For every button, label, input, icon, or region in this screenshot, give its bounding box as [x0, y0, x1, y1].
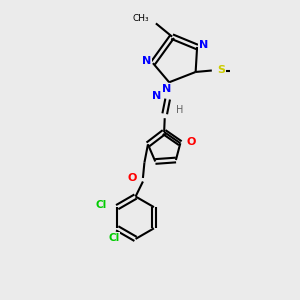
Text: Cl: Cl: [96, 200, 107, 210]
Text: CH₃: CH₃: [133, 14, 149, 22]
Text: O: O: [187, 137, 196, 147]
Text: Cl: Cl: [108, 233, 119, 243]
Text: O: O: [127, 173, 136, 183]
Text: N: N: [152, 91, 161, 101]
Text: N: N: [162, 84, 171, 94]
Text: H: H: [176, 105, 183, 115]
Text: N: N: [199, 40, 208, 50]
Text: S: S: [217, 65, 225, 76]
Text: N: N: [142, 56, 151, 66]
